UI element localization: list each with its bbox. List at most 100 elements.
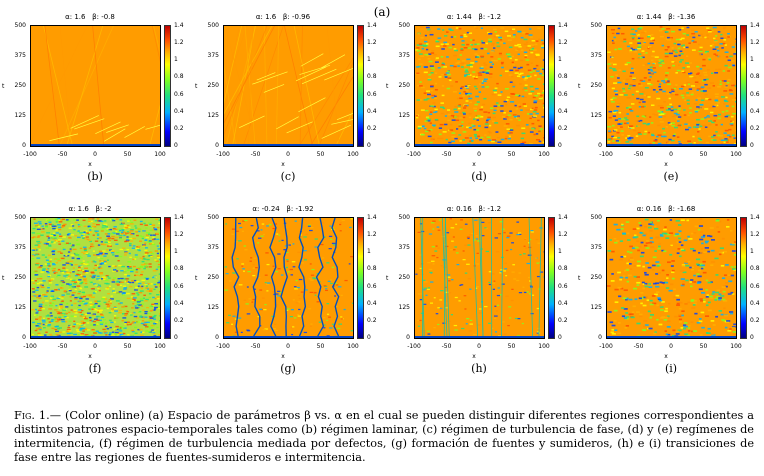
x-tick-label: -100 bbox=[23, 343, 37, 350]
y-tick-label: 0 bbox=[215, 334, 219, 341]
colorbar-tick-label: 0.4 bbox=[174, 299, 184, 307]
colorbar-tick-label: 0.8 bbox=[367, 265, 377, 273]
y-tick-label: 500 bbox=[590, 22, 602, 29]
y-tick-label: 250 bbox=[14, 82, 26, 89]
x-tick-label: 50 bbox=[699, 151, 708, 158]
y-axis-label: t bbox=[2, 275, 5, 282]
pattern-image bbox=[415, 218, 544, 338]
y-tick-label: 375 bbox=[398, 244, 410, 251]
colorbar-tick-label: 0.4 bbox=[174, 107, 184, 115]
colorbar-tick-label: 1.2 bbox=[174, 231, 184, 239]
x-axis-label: x bbox=[281, 353, 285, 360]
x-tick-label: 0 bbox=[477, 343, 481, 350]
panel-title: α: 1.44 β: -1.36 bbox=[636, 13, 696, 21]
y-tick-label: 0 bbox=[22, 142, 26, 149]
x-tick-label: 50 bbox=[316, 151, 325, 158]
colorbar bbox=[164, 25, 171, 147]
panel-label: (i) bbox=[664, 362, 678, 375]
x-tick-label: 100 bbox=[538, 343, 550, 350]
colorbar-tick-label: 0.2 bbox=[174, 124, 184, 132]
y-tick-label: 500 bbox=[14, 214, 26, 221]
y-tick-label: 0 bbox=[406, 142, 410, 149]
pattern-image bbox=[31, 26, 160, 146]
colorbar-tick-label: 0 bbox=[174, 142, 178, 149]
y-tick-label: 125 bbox=[14, 304, 26, 311]
x-tick-label: 100 bbox=[730, 343, 742, 350]
spatiotemporal-plot bbox=[223, 25, 354, 147]
spatiotemporal-plot bbox=[223, 217, 354, 339]
x-axis-label: x bbox=[88, 353, 92, 360]
spatiotemporal-plot bbox=[30, 25, 161, 147]
y-tick-label: 500 bbox=[207, 214, 219, 221]
colorbar-tick-label: 0.6 bbox=[558, 282, 568, 290]
x-tick-label: 50 bbox=[123, 343, 132, 350]
y-tick-label: 125 bbox=[398, 112, 410, 119]
colorbar-tick-label: 0.6 bbox=[750, 282, 760, 290]
y-tick-label: 375 bbox=[398, 52, 410, 59]
pattern-image bbox=[607, 26, 736, 146]
colorbar-tick-label: 0.2 bbox=[367, 316, 377, 324]
y-tick-label: 0 bbox=[598, 142, 602, 149]
y-tick-label: 375 bbox=[207, 52, 219, 59]
colorbar-tick-label: 0.2 bbox=[558, 316, 568, 324]
panel-title: α: 1.44 β: -1.2 bbox=[446, 13, 502, 21]
y-axis-label: t bbox=[195, 83, 198, 90]
colorbar bbox=[357, 217, 364, 339]
x-tick-label: -50 bbox=[57, 343, 68, 350]
colorbar-tick-label: 0.4 bbox=[558, 107, 568, 115]
x-tick-label: 0 bbox=[669, 343, 673, 350]
colorbar-tick-label: 0 bbox=[750, 142, 754, 149]
colorbar-tick-label: 0.6 bbox=[750, 90, 760, 98]
y-tick-label: 125 bbox=[14, 112, 26, 119]
y-tick-label: 125 bbox=[398, 304, 410, 311]
x-tick-label: 100 bbox=[538, 151, 550, 158]
panel-label: (e) bbox=[663, 170, 679, 183]
colorbar-tick-label: 1.4 bbox=[558, 214, 568, 221]
panel-title: α: 1.6 β: -2 bbox=[68, 205, 112, 213]
x-tick-label: -100 bbox=[599, 151, 613, 158]
panel-title: α: 0.16 β: -1.2 bbox=[446, 205, 502, 213]
colorbar-tick-label: 0.8 bbox=[174, 265, 184, 273]
y-axis-label: t bbox=[386, 83, 389, 90]
y-tick-label: 0 bbox=[22, 334, 26, 341]
y-axis-label: t bbox=[578, 275, 581, 282]
colorbar-tick-label: 1 bbox=[174, 248, 178, 256]
colorbar-tick-label: 1.2 bbox=[750, 231, 760, 239]
panel-label: (g) bbox=[280, 362, 296, 375]
colorbar-tick-label: 1.4 bbox=[750, 22, 760, 29]
x-tick-label: 50 bbox=[507, 343, 516, 350]
colorbar-tick-label: 0.8 bbox=[174, 73, 184, 81]
x-axis-label: x bbox=[472, 353, 476, 360]
y-tick-label: 0 bbox=[215, 142, 219, 149]
colorbar-tick-label: 1.2 bbox=[367, 39, 377, 47]
colorbar-tick-label: 0.4 bbox=[558, 299, 568, 307]
x-tick-label: 100 bbox=[347, 343, 359, 350]
panel-title: α: 0.16 β: -1.68 bbox=[636, 205, 696, 213]
colorbar bbox=[548, 217, 555, 339]
panel-f: α: 1.6 β: -2 1.4 1.2 1 0.8 0.6 0.4 0.2 0 500 375 25… bbox=[0, 205, 184, 395]
colorbar-tick-label: 0.6 bbox=[174, 282, 184, 290]
x-tick-label: -50 bbox=[633, 151, 644, 158]
panel-label: (h) bbox=[471, 362, 487, 375]
x-tick-label: -50 bbox=[441, 343, 452, 350]
colorbar-tick-label: 0.8 bbox=[750, 265, 760, 273]
y-tick-label: 250 bbox=[207, 82, 219, 89]
y-tick-label: 250 bbox=[14, 274, 26, 281]
colorbar-tick-label: 1.2 bbox=[558, 39, 568, 47]
panel-g: α: -0.24 β: -1.92 1.4 1.2 1 0.8 0.6 0.4 0.2 0 500… bbox=[193, 205, 377, 395]
x-tick-label: 0 bbox=[286, 343, 290, 350]
y-tick-label: 250 bbox=[590, 274, 602, 281]
colorbar-tick-label: 0.2 bbox=[750, 316, 760, 324]
colorbar bbox=[548, 25, 555, 147]
x-tick-label: -50 bbox=[250, 151, 261, 158]
panel-b: α: 1.6 β: -0.8 1.4 1.2 1 0.8 0.6 0.4 0.2 0 500 375… bbox=[0, 13, 184, 203]
colorbar-tick-label: 0.4 bbox=[367, 107, 377, 115]
y-tick-label: 125 bbox=[207, 112, 219, 119]
colorbar-tick-label: 0.4 bbox=[367, 299, 377, 307]
x-tick-label: 100 bbox=[347, 151, 359, 158]
spatiotemporal-plot bbox=[606, 217, 737, 339]
colorbar bbox=[740, 25, 747, 147]
colorbar-tick-label: 1 bbox=[750, 248, 754, 256]
colorbar-tick-label: 0.8 bbox=[558, 265, 568, 273]
x-axis-label: x bbox=[281, 161, 285, 168]
